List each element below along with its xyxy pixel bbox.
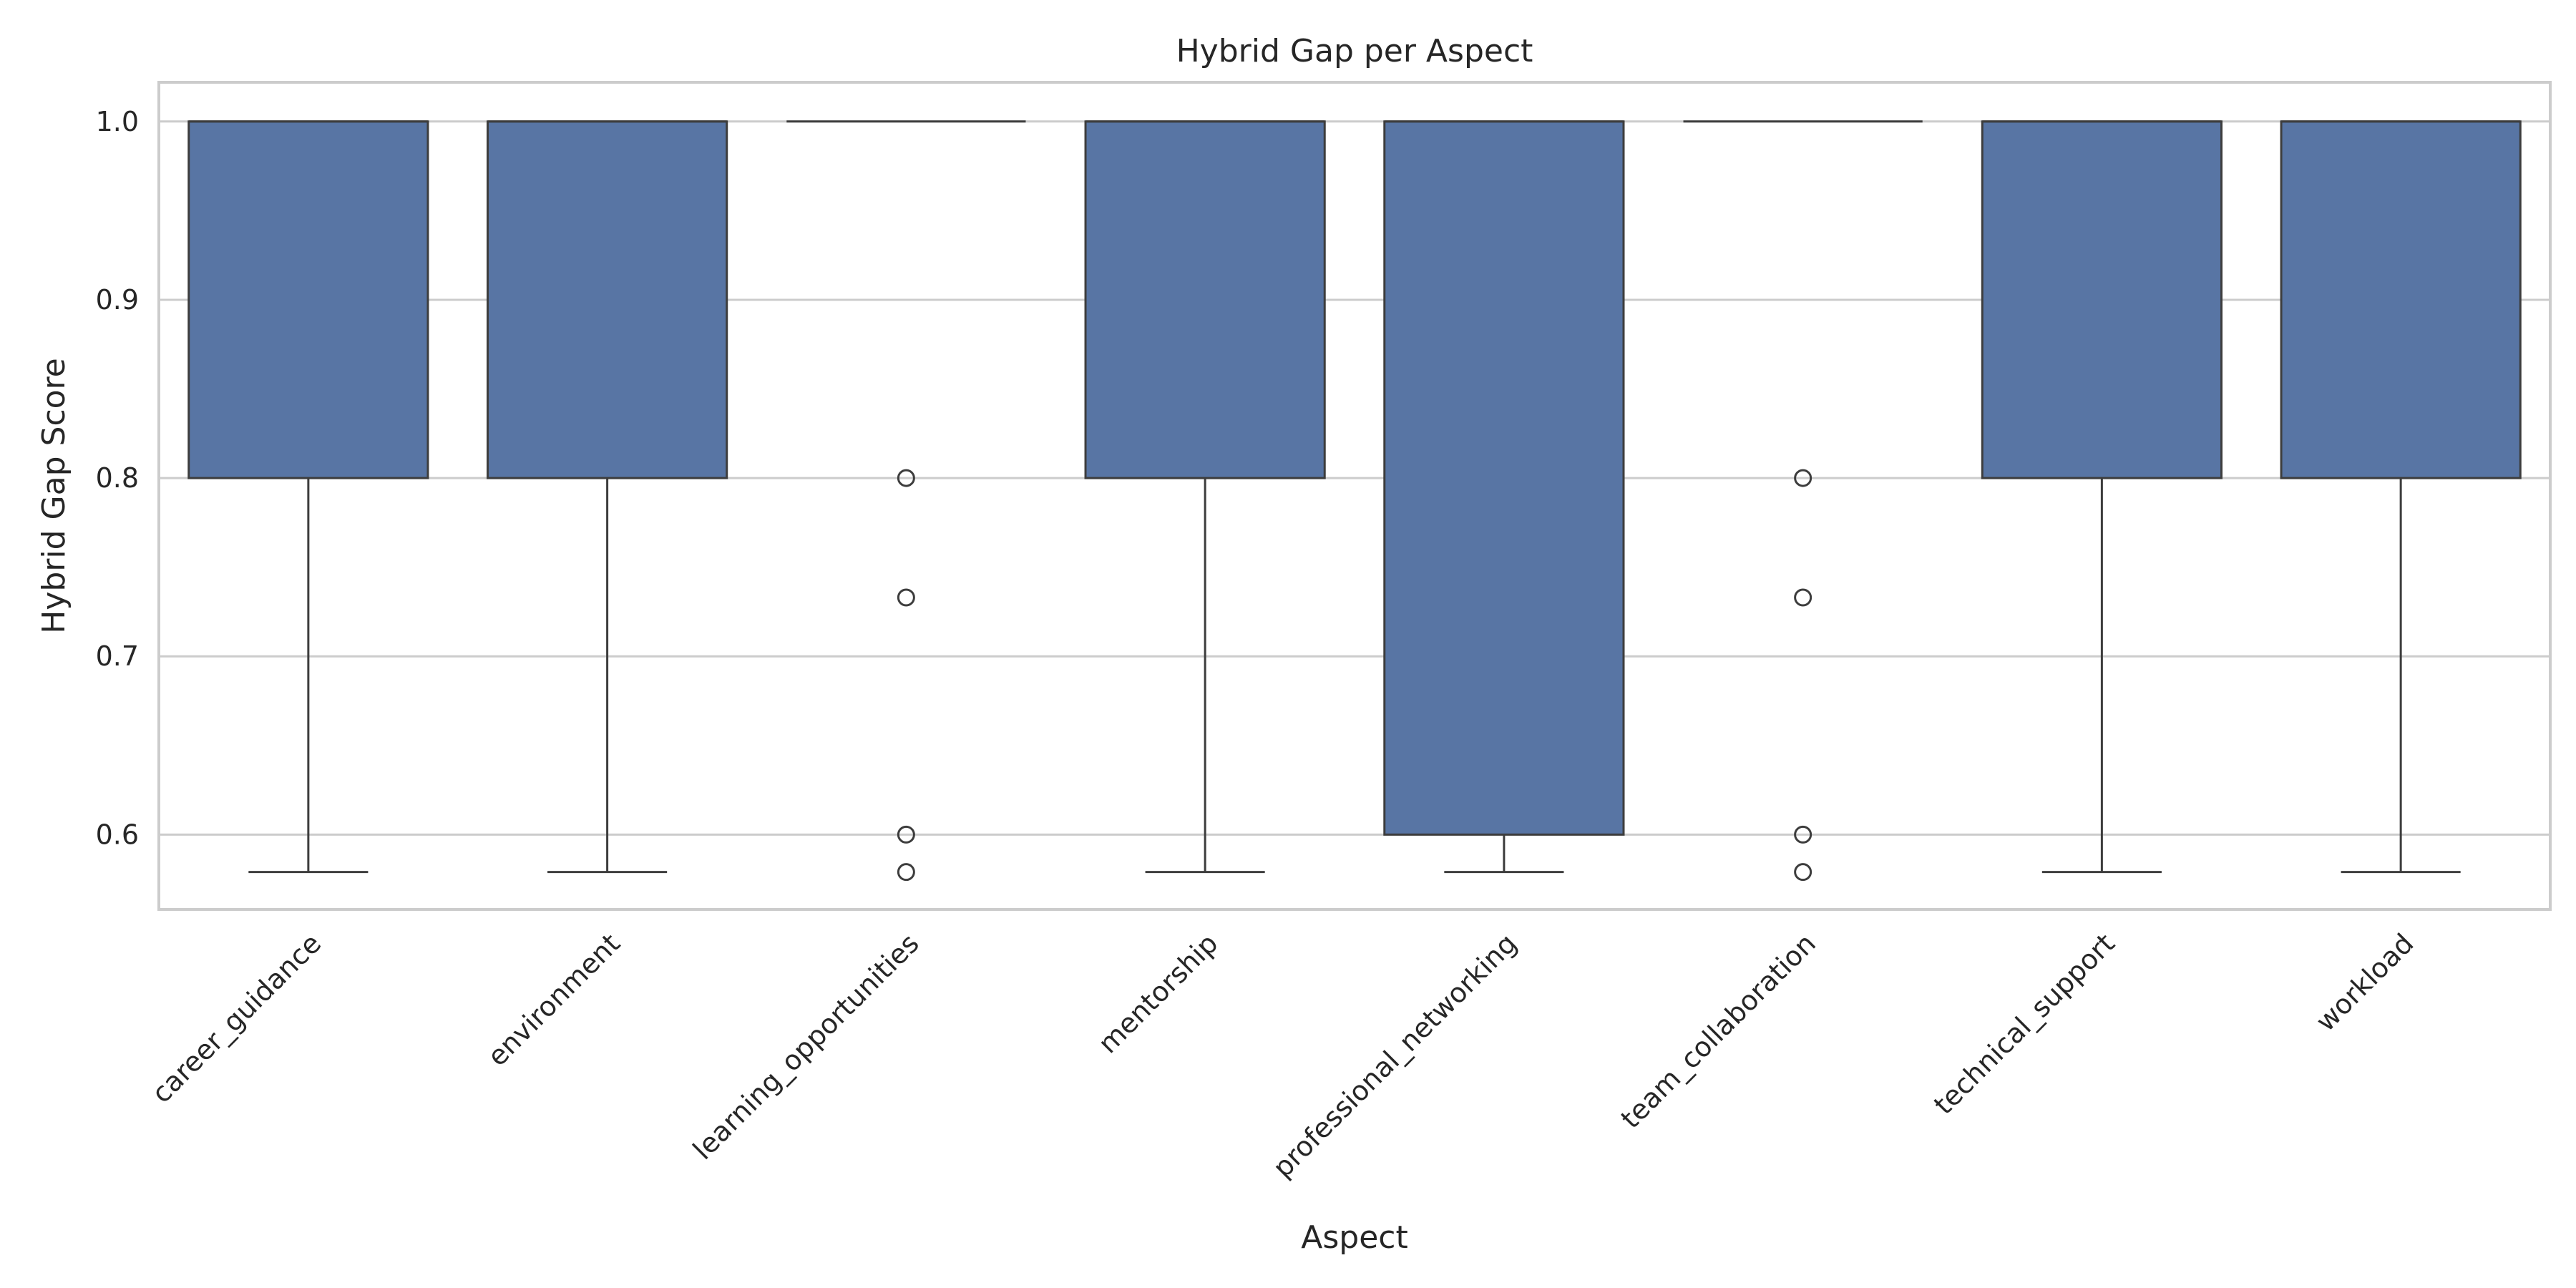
y-tick-label: 0.9	[96, 284, 139, 316]
plot-frame	[157, 81, 2552, 911]
box-iqr	[487, 120, 728, 479]
x-axis-label: Aspect	[1301, 1219, 1407, 1256]
box-group	[1383, 120, 1625, 874]
box-group	[1981, 120, 2223, 874]
box-iqr	[1981, 120, 2223, 479]
box-iqr	[1084, 120, 1326, 479]
x-tick-label: environment	[482, 927, 626, 1072]
box-iqr	[2280, 120, 2522, 479]
x-tick-label: career_guidance	[145, 927, 327, 1109]
x-tick-label: workload	[2310, 927, 2420, 1038]
outlier-point	[897, 863, 915, 882]
outlier-point	[897, 825, 915, 844]
x-tick-label: learning_opportunities	[687, 927, 925, 1166]
y-tick-label: 0.8	[96, 462, 139, 494]
outlier-point	[897, 588, 915, 607]
outlier-point	[1794, 469, 1813, 487]
y-tick-label: 0.7	[96, 640, 139, 672]
x-tick-labels: career_guidance environment learning_oppor…	[145, 927, 2419, 1184]
box-group	[786, 120, 1026, 882]
box-group	[187, 120, 429, 874]
box-group	[1084, 120, 1326, 874]
outlier-point	[1794, 825, 1813, 844]
box-iqr	[1383, 120, 1625, 836]
x-tick-label: professional_networking	[1267, 927, 1523, 1184]
box-group	[1683, 120, 1923, 882]
outlier-point	[1794, 588, 1813, 607]
box-group	[2280, 120, 2522, 874]
x-tick-label: team_collaboration	[1615, 927, 1822, 1134]
box-layer	[187, 120, 2522, 882]
y-tick-labels: 0.6 0.7 0.8 0.9 1.0	[96, 106, 139, 851]
outlier-point	[897, 469, 915, 487]
chart-title: Hybrid Gap per Aspect	[1176, 33, 1533, 69]
y-tick-label: 1.0	[96, 106, 139, 137]
box-group	[487, 120, 728, 874]
y-tick-label: 0.6	[96, 819, 139, 850]
outlier-point	[1794, 863, 1813, 882]
box-iqr	[187, 120, 429, 479]
x-tick-label: technical_support	[1928, 927, 2121, 1121]
y-axis-label: Hybrid Gap Score	[36, 358, 72, 634]
x-tick-label: mentorship	[1092, 927, 1224, 1059]
